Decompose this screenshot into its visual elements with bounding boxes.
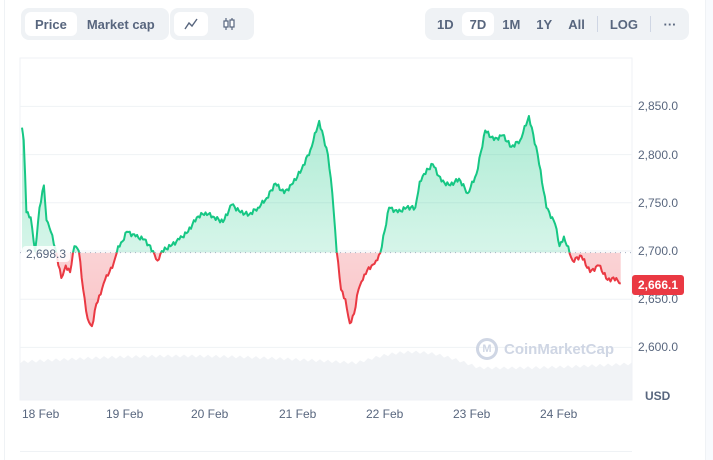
x-tick-label: 23 Feb <box>453 407 491 421</box>
x-tick-label: 20 Feb <box>191 407 229 421</box>
tab-price[interactable]: Price <box>25 12 77 36</box>
more-options-button[interactable]: ··· <box>663 16 677 32</box>
x-tick-label: 18 Feb <box>22 407 60 421</box>
y-tick-label: 2,750.0 <box>638 195 679 210</box>
current-price-badge: 2,666.1 <box>632 275 685 295</box>
y-tick-label: 2,650.0 <box>638 292 679 307</box>
y-tick-label: 2,600.0 <box>638 340 679 355</box>
metric-toggle: Price Market cap <box>21 8 169 40</box>
divider <box>650 16 651 32</box>
line-chart-icon <box>184 18 198 30</box>
x-tick-label: 24 Feb <box>540 407 578 421</box>
range-all-button[interactable]: All <box>568 16 585 32</box>
baseline-price-label: 2,698.3 <box>22 246 71 262</box>
x-tick-label: 19 Feb <box>106 407 144 421</box>
range-1d-button[interactable]: 1D <box>436 16 454 32</box>
y-tick-label: 2,850.0 <box>638 99 679 114</box>
line-chart-button[interactable] <box>174 12 208 36</box>
left-border <box>4 0 5 460</box>
divider <box>596 16 598 32</box>
currency-label: USD <box>645 389 671 403</box>
time-range-toggle: 1D 7D 1M 1Y All LOG ··· <box>424 8 689 40</box>
x-tick-label: 21 Feb <box>279 407 317 421</box>
chart-toolbar: Price Market cap 1D 7D 1M 1Y All LOG ··· <box>21 8 689 40</box>
tab-market-cap[interactable]: Market cap <box>86 16 155 32</box>
chart-type-toggle <box>170 8 254 40</box>
watermark-text: CoinMarketCap <box>504 340 615 358</box>
candlestick-button[interactable] <box>212 12 246 36</box>
candlestick-icon <box>223 18 235 30</box>
range-1m-button[interactable]: 1M <box>502 16 521 32</box>
y-tick-label: 2,800.0 <box>638 147 679 162</box>
range-1y-button[interactable]: 1Y <box>536 16 553 32</box>
coinmarketcap-logo-icon: M <box>476 338 498 360</box>
log-scale-button[interactable]: LOG <box>609 16 638 32</box>
x-tick-label: 22 Feb <box>366 407 404 421</box>
right-side-panel <box>705 0 713 460</box>
coinmarketcap-watermark: M CoinMarketCap <box>476 338 614 360</box>
bottom-rule <box>20 451 632 460</box>
range-7d-button[interactable]: 7D <box>461 12 495 36</box>
y-tick-label: 2,700.0 <box>638 244 679 258</box>
